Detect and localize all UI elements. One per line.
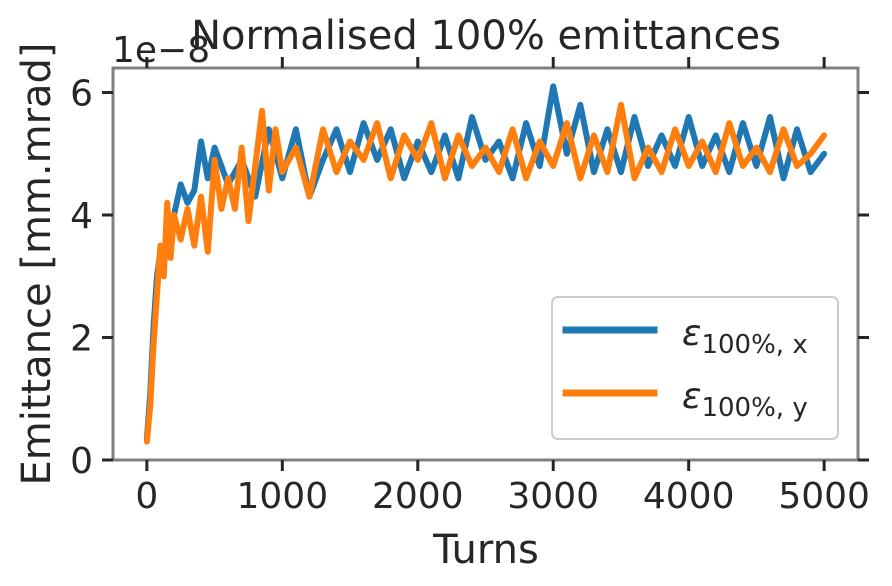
x-tick-label-1: 1000: [237, 476, 329, 517]
series-line-1: [143, 101, 828, 445]
x-tick-label-0: 0: [135, 476, 158, 517]
x-axis: 0 1000 2000 3000 4000 5000: [135, 57, 870, 517]
axes-frame: [111, 66, 860, 462]
y-tick-label-2: 4: [70, 196, 93, 237]
x-tick-label-2: 2000: [372, 476, 464, 517]
y-axis: 0 2 4 6: [70, 74, 869, 482]
x-tick-label-3: 3000: [507, 476, 599, 517]
y-axis-label: Emittance [mm.mrad]: [14, 42, 60, 485]
legend: ε100%, x ε100%, y: [551, 296, 839, 440]
legend-label-x-sub: 100%, x: [701, 330, 807, 360]
plot-area: [143, 83, 828, 445]
chart-title: Normalised 100% emittances: [191, 13, 781, 59]
x-tick-label-5: 5000: [778, 476, 870, 517]
y-tick-label-3: 6: [70, 74, 93, 115]
y-offset-text: 1e−8: [112, 30, 210, 71]
legend-label-x: ε100%, x: [682, 313, 808, 360]
legend-label-y: ε100%, y: [682, 376, 808, 423]
legend-label-y-main: ε: [682, 376, 701, 417]
y-tick-label-0: 0: [70, 441, 93, 482]
legend-label-x-main: ε: [682, 313, 701, 354]
legend-label-y-sub: 100%, y: [701, 393, 807, 423]
x-tick-label-4: 4000: [643, 476, 735, 517]
x-axis-label: Turns: [432, 527, 539, 573]
y-tick-label-1: 2: [70, 319, 93, 360]
